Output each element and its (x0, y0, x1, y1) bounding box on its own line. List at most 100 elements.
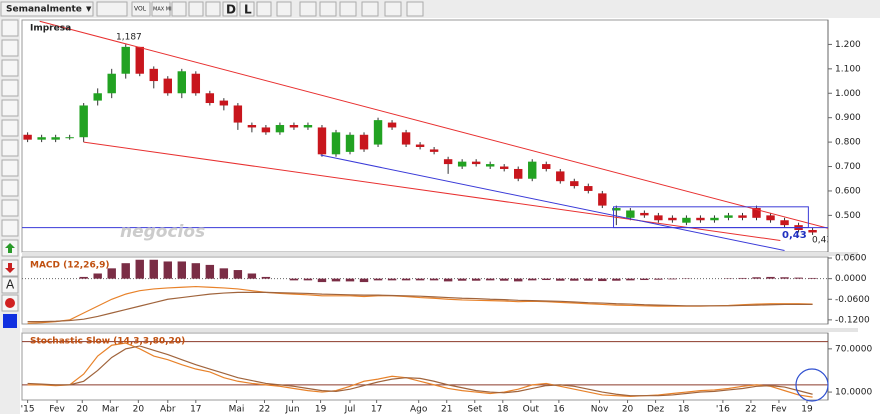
tool-btn[interactable] (2, 20, 18, 36)
macd-bar (458, 279, 466, 281)
candle-body (542, 164, 550, 169)
crosshair-btn[interactable] (277, 2, 291, 16)
candle-body (402, 132, 410, 144)
macd-bar (430, 279, 438, 281)
macd-bar (346, 279, 354, 282)
macd-bar (514, 279, 522, 282)
y-tick-label: 0.0600 (835, 254, 867, 264)
tool-btn[interactable] (2, 200, 18, 216)
delete-icon (5, 298, 15, 308)
candle-body (654, 215, 662, 220)
vol-label[interactable]: VOL (134, 6, 147, 13)
macd-bar (206, 265, 214, 279)
log-btn[interactable] (206, 2, 220, 16)
candle-body (346, 135, 354, 152)
y-tick-label: 0.700 (835, 162, 861, 172)
macd-bar (808, 278, 816, 279)
x-tick-label: 19 (801, 405, 813, 415)
macd-bar (738, 278, 746, 279)
candle-body (780, 220, 788, 225)
y-tick-label: 1.100 (835, 64, 861, 74)
macd-bar (668, 279, 676, 280)
macd-bar (332, 279, 340, 282)
macd-bar (318, 279, 326, 282)
x-tick-label: 17 (190, 405, 201, 415)
print-btn[interactable] (362, 2, 378, 16)
cross-btn[interactable] (257, 2, 271, 16)
y-tick-label: 0.0000 (835, 274, 867, 284)
macd-bar (654, 279, 662, 280)
candle-body (108, 74, 116, 94)
x-tick-label: Out (523, 405, 540, 415)
tool-btn[interactable] (2, 160, 18, 176)
candle-body (122, 47, 130, 74)
macd-bar (794, 278, 802, 279)
macd-bar (780, 277, 788, 278)
zoom-out-btn[interactable] (340, 2, 356, 16)
candle-body (556, 171, 564, 181)
x-tick-label: Dez (647, 405, 664, 415)
candle-body (262, 127, 270, 132)
tool-btn[interactable] (2, 180, 18, 196)
macd-bar (444, 279, 452, 282)
x-tick-label: Abr (160, 405, 176, 415)
grid-btn[interactable] (172, 2, 186, 16)
tool-btn[interactable] (2, 220, 18, 236)
book-btn[interactable] (407, 2, 423, 16)
macd-bar (626, 279, 634, 281)
tool-btn[interactable] (2, 120, 18, 136)
candle-body (416, 145, 424, 147)
x-tick-label: Mai (229, 405, 245, 415)
x-tick-label: 16 (553, 405, 565, 415)
macd-bar (374, 279, 382, 281)
candle-body (444, 159, 452, 164)
candle-body (696, 218, 704, 220)
chart-type-btn[interactable] (97, 2, 127, 16)
pane-title: MACD (12,26,9) (30, 261, 110, 271)
l-label[interactable]: L (244, 3, 252, 17)
y-tick-label: 1.200 (835, 40, 861, 50)
macd-bar (234, 270, 242, 279)
candle-body (150, 69, 158, 81)
x-tick-label: 17 (371, 405, 382, 415)
macd-bar (556, 279, 564, 281)
x-tick-label: Nov (591, 405, 609, 415)
help-btn[interactable] (385, 2, 401, 16)
macd-bar (304, 279, 312, 281)
trend-btn[interactable] (300, 2, 316, 16)
box-label: 0,43 (782, 230, 807, 241)
y-tick-label: -0.1200 (835, 315, 870, 325)
candle-body (766, 215, 774, 220)
y-tick-label: 0.900 (835, 113, 861, 123)
x-tick-label: 18 (678, 405, 690, 415)
watermark: negocios (120, 222, 205, 242)
tool-btn[interactable] (2, 40, 18, 56)
candle-body (178, 71, 186, 93)
y-tick-label: -0.0600 (835, 295, 870, 305)
text-tool[interactable]: A (6, 278, 15, 292)
candle-body (738, 215, 746, 217)
candle-body (206, 93, 214, 103)
candle-body (304, 125, 312, 127)
last-label: 0,43 (812, 236, 832, 246)
macd-bar (766, 277, 774, 279)
zoom-in-btn[interactable] (320, 2, 336, 16)
macd-bar (542, 279, 550, 280)
period-label[interactable]: Semanalmente (6, 5, 82, 15)
macd-bar (93, 273, 101, 278)
color-swatch[interactable] (3, 314, 17, 328)
macd-bar (402, 279, 410, 281)
y-tick-label: 1.000 (835, 89, 861, 99)
tool-btn[interactable] (2, 80, 18, 96)
y-tick-label: 70.0000 (835, 344, 872, 354)
x-tick-label: 20 (622, 405, 634, 415)
percent-btn[interactable] (189, 2, 203, 16)
candle-body (51, 137, 59, 139)
tool-btn[interactable] (2, 60, 18, 76)
tool-btn[interactable] (2, 100, 18, 116)
macd-bar (360, 279, 368, 282)
candle-body (458, 162, 466, 167)
macd-bar (612, 279, 620, 281)
d-label[interactable]: D (226, 3, 236, 17)
tool-btn[interactable] (2, 140, 18, 156)
